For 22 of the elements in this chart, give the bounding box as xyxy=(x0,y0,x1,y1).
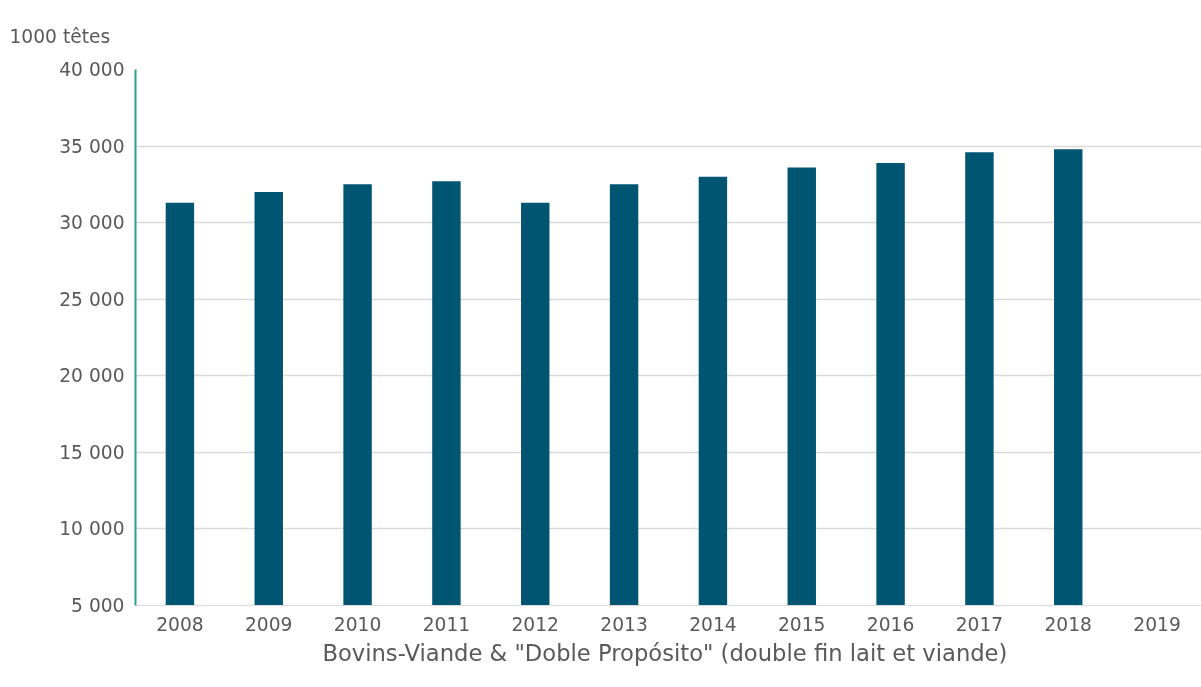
y-tick-label: 15 000 xyxy=(59,441,125,463)
x-tick-label: 2011 xyxy=(422,613,471,635)
y-tick-label: 10 000 xyxy=(59,518,125,540)
x-tick-label: 2013 xyxy=(600,613,648,635)
y-tick-label: 35 000 xyxy=(59,135,125,157)
x-tick-label: 2012 xyxy=(511,613,559,635)
y-tick-label: 25 000 xyxy=(59,288,125,310)
x-tick-label: 2014 xyxy=(689,613,737,635)
x-tick-label: 2018 xyxy=(1044,613,1092,635)
y-tick-label: 5 000 xyxy=(71,595,125,616)
y-tick-label: 30 000 xyxy=(59,212,125,234)
x-tick-label: 2016 xyxy=(866,613,915,635)
y-tick-label: 40 000 xyxy=(59,59,125,80)
y-axis-title: 1000 têtes xyxy=(9,25,111,47)
x-tick-label: 2015 xyxy=(778,613,826,635)
x-tick-label: 2009 xyxy=(245,613,293,635)
x-tick-label: 2019 xyxy=(1133,613,1181,635)
x-tick-label: 2017 xyxy=(955,613,1004,635)
y-tick-label: 20 000 xyxy=(59,365,125,387)
x-tick-label: 2010 xyxy=(333,613,382,635)
x-axis-title: Bovins-Viande & "Doble Propósito" (double fin lait et viande) xyxy=(322,639,1008,666)
x-tick-label: 2008 xyxy=(156,613,204,635)
